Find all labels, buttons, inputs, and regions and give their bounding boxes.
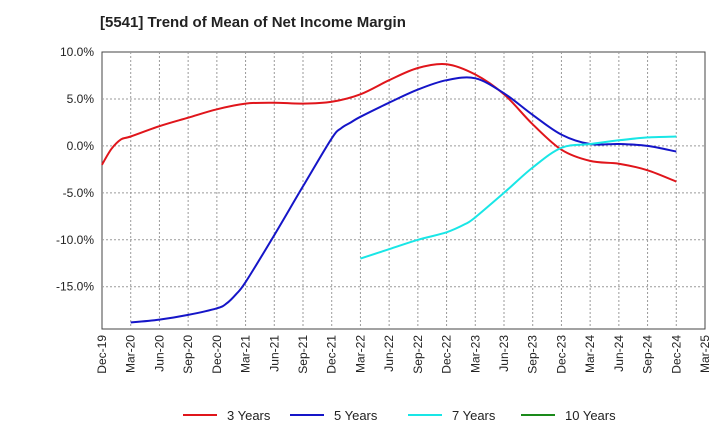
y-axis-ticks: 10.0% 5.0% 0.0% -5.0% -10.0% -15.0% (56, 45, 94, 294)
legend-swatch (521, 414, 555, 416)
y-tick-label: -10.0% (56, 233, 94, 247)
x-tick-label: Sep-21 (296, 335, 310, 374)
legend-label: 3 Years (227, 407, 271, 423)
grid-layer (102, 52, 705, 329)
x-tick-label: Jun-20 (152, 335, 166, 372)
legend-swatch (408, 414, 442, 416)
legend: 3 Years 5 Years 7 Years 10 Years (0, 404, 720, 426)
legend-swatch (290, 414, 324, 416)
x-tick-label: Dec-23 (554, 335, 568, 374)
legend-item-7-years: 7 Years (408, 404, 495, 426)
x-tick-label: Mar-25 (698, 335, 712, 373)
x-tick-label: Sep-22 (411, 335, 425, 374)
series-line-5-years (130, 76, 677, 324)
y-tick-label: 5.0% (67, 92, 95, 106)
legend-label: 5 Years (334, 407, 378, 423)
y-tick-label: 0.0% (67, 139, 95, 153)
x-tick-label: Mar-24 (583, 335, 597, 373)
x-tick-label: Dec-24 (669, 335, 683, 374)
y-tick-label: 10.0% (60, 45, 94, 59)
x-tick-label: Dec-20 (210, 335, 224, 374)
legend-item-3-years: 3 Years (183, 404, 270, 426)
series-layer (101, 62, 677, 324)
x-tick-label: Mar-22 (353, 335, 367, 373)
x-tick-label: Jun-24 (612, 335, 626, 372)
x-tick-label: Sep-23 (526, 335, 540, 374)
chart-plot: 10.0% 5.0% 0.0% -5.0% -10.0% -15.0% Dec-19 Mar… (56, 45, 712, 374)
series-line-7-years (360, 135, 677, 260)
x-tick-label: Mar-20 (124, 335, 138, 373)
x-tick-label: Jun-22 (382, 335, 396, 372)
legend-item-10-years: 10 Years (521, 404, 616, 426)
x-axis-ticks: Dec-19 Mar-20 Jun-20 Sep-20 Dec-20 Mar-21 Jun-… (95, 335, 712, 374)
x-tick-label: Jun-21 (267, 335, 281, 372)
series-line-3-years (101, 62, 677, 183)
x-tick-label: Jun-23 (497, 335, 511, 372)
plot-area (101, 51, 706, 330)
x-tick-label: Mar-21 (239, 335, 253, 373)
x-tick-label: Sep-20 (181, 335, 195, 374)
x-tick-label: Mar-23 (468, 335, 482, 373)
y-tick-label: -15.0% (56, 280, 94, 294)
legend-swatch (183, 414, 217, 416)
y-tick-label: -5.0% (63, 186, 95, 200)
x-tick-label: Dec-22 (440, 335, 454, 374)
legend-label: 7 Years (452, 407, 496, 423)
legend-label: 10 Years (565, 407, 616, 423)
chart-title: [5541] Trend of Mean of Net Income Margi… (100, 14, 406, 31)
x-tick-label: Dec-21 (325, 335, 339, 374)
legend-item-5-years: 5 Years (290, 404, 377, 426)
x-tick-label: Dec-19 (95, 335, 109, 374)
x-tick-label: Sep-24 (641, 335, 655, 374)
